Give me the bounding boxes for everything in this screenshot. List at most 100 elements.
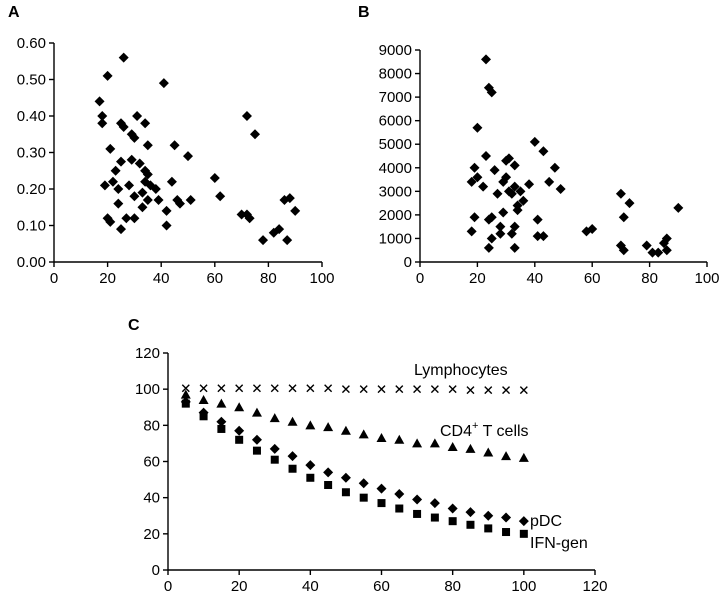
panel-a-point xyxy=(137,202,148,213)
panel-a-point xyxy=(137,187,148,198)
panel-a-point xyxy=(121,213,132,224)
panel-b-point xyxy=(498,207,509,218)
panel-c-x-tick-label: 40 xyxy=(302,578,319,593)
panel-a-point xyxy=(110,165,121,176)
series-label-pdc: pDC xyxy=(530,513,562,530)
panel-a-x-tick-label: 20 xyxy=(99,270,116,287)
panel-c-x-tick-label: 120 xyxy=(582,578,607,593)
panel-c-pdc-point xyxy=(251,434,262,445)
panel-b-point xyxy=(518,195,529,206)
panel-b-point xyxy=(624,198,635,209)
panel-a-y-tick-label: 0.20 xyxy=(17,181,46,198)
panel-label-b: B xyxy=(358,4,370,21)
panel-a-y-tick-label: 0.30 xyxy=(17,145,46,162)
panel-b-plot: 0 20 40 60 80 1000100020003000400050006000700… xyxy=(379,42,720,287)
panel-a-x-tick-label: 0 xyxy=(50,270,58,287)
panel-c-lymphocytes-point xyxy=(217,384,226,393)
panel-c-ifn-gen-point xyxy=(413,509,422,518)
panel-c-lymphocytes-point xyxy=(306,384,315,393)
panel-c-pdc-point xyxy=(323,467,334,478)
panel-c-lymphocytes-point xyxy=(235,384,244,393)
panel-a-point xyxy=(142,140,153,151)
panel-c-ifn-gen-point xyxy=(448,517,457,526)
panel-a-point xyxy=(236,209,247,220)
panel-a-point xyxy=(124,180,135,191)
panel-c-cd4-point xyxy=(376,432,387,442)
panel-c-pdc-point xyxy=(501,512,512,523)
panel-b-x-tick-label: 80 xyxy=(641,270,658,287)
panel-c-cd4-point xyxy=(358,429,369,439)
panel-c-ifn-gen-point xyxy=(252,446,261,455)
panel-b-y-tick-label: 4000 xyxy=(379,160,412,177)
panel-c-x-tick-label: 0 xyxy=(164,578,172,593)
panel-c-pdc-point xyxy=(269,443,280,454)
panel-b-y-tick-label: 2000 xyxy=(379,207,412,224)
panel-b-point xyxy=(647,247,658,258)
panel-b-point xyxy=(495,221,506,232)
panel-b-point xyxy=(538,146,549,157)
panel-b-point xyxy=(469,162,480,173)
panel-c-pdc-point xyxy=(305,460,316,471)
panel-a-point xyxy=(142,169,153,180)
panel-c-ifn-gen-point xyxy=(217,424,226,433)
panel-c-ifn-gen-point xyxy=(519,529,528,538)
panel-b-point xyxy=(506,228,517,239)
panel-a-point xyxy=(118,52,129,63)
panel-a-point xyxy=(105,216,116,227)
panel-c-cd4-point xyxy=(340,425,351,435)
series-label-cd4-prefix: CD4 xyxy=(440,423,472,440)
panel-c-pdc-point xyxy=(358,478,369,489)
panel-c-cd4-point xyxy=(501,451,512,461)
panel-a-y-tick-label: 0.10 xyxy=(17,218,46,235)
panel-b-x-tick-label: 20 xyxy=(469,270,486,287)
panel-a-point xyxy=(166,176,177,187)
panel-c-lymphocytes-point xyxy=(288,384,297,393)
panel-b-point xyxy=(587,224,598,235)
panel-c-cd4-point xyxy=(465,443,476,453)
panel-c-ifn-gen-point xyxy=(359,493,368,502)
panel-a-point xyxy=(94,96,105,107)
panel-c-x-tick-label: 80 xyxy=(444,578,461,593)
panel-b-point xyxy=(544,176,555,187)
panel-a-point xyxy=(290,205,301,216)
panel-b-point xyxy=(532,231,543,242)
panel-c-pdc-point xyxy=(376,483,387,494)
panel-a-point xyxy=(153,194,164,205)
panel-b-point xyxy=(503,153,514,164)
panel-c-y-tick-label: 120 xyxy=(135,345,160,362)
panel-a-point xyxy=(97,118,108,129)
panel-c-pdc-point xyxy=(518,516,529,527)
panel-c-x-tick-label: 60 xyxy=(373,578,390,593)
panel-b-point xyxy=(529,136,540,147)
panel-b-point xyxy=(653,247,664,258)
panel-c-ifn-gen-point xyxy=(502,528,511,537)
panel-b-point xyxy=(512,205,523,216)
panel-c-cd4-point xyxy=(234,402,245,412)
panel-c-pdc-point xyxy=(429,498,440,509)
panel-b-point xyxy=(501,172,512,183)
panel-b-point xyxy=(483,242,494,253)
panel-a-point xyxy=(215,191,226,202)
panel-a-point xyxy=(102,70,113,81)
panel-c-x-tick-label: 100 xyxy=(511,578,536,593)
series-label-cd4-suffix: T cells xyxy=(478,423,528,440)
panel-a-point xyxy=(140,118,151,129)
panel-a-point xyxy=(116,224,126,235)
panel-b-point xyxy=(555,183,566,194)
panel-c-ifn-gen-point xyxy=(395,504,404,513)
panel-c-y-tick-label: 40 xyxy=(143,490,160,507)
panel-b-x-tick-label: 100 xyxy=(694,270,719,287)
panel-b-point xyxy=(472,122,483,133)
panel-c-lymphocytes-point xyxy=(181,384,190,393)
panel-b-point xyxy=(489,165,500,176)
panel-c-ifn-gen-point xyxy=(270,455,279,464)
panel-a-point xyxy=(134,158,145,169)
panel-b-x-tick-label: 40 xyxy=(526,270,543,287)
panel-a-point xyxy=(174,198,185,209)
panel-a-point xyxy=(129,132,140,143)
panel-b-point xyxy=(532,214,543,225)
panel-b-point xyxy=(466,226,477,237)
panel-b-point xyxy=(615,188,626,199)
panel-b-point xyxy=(673,202,684,213)
panel-a-point xyxy=(129,213,140,224)
